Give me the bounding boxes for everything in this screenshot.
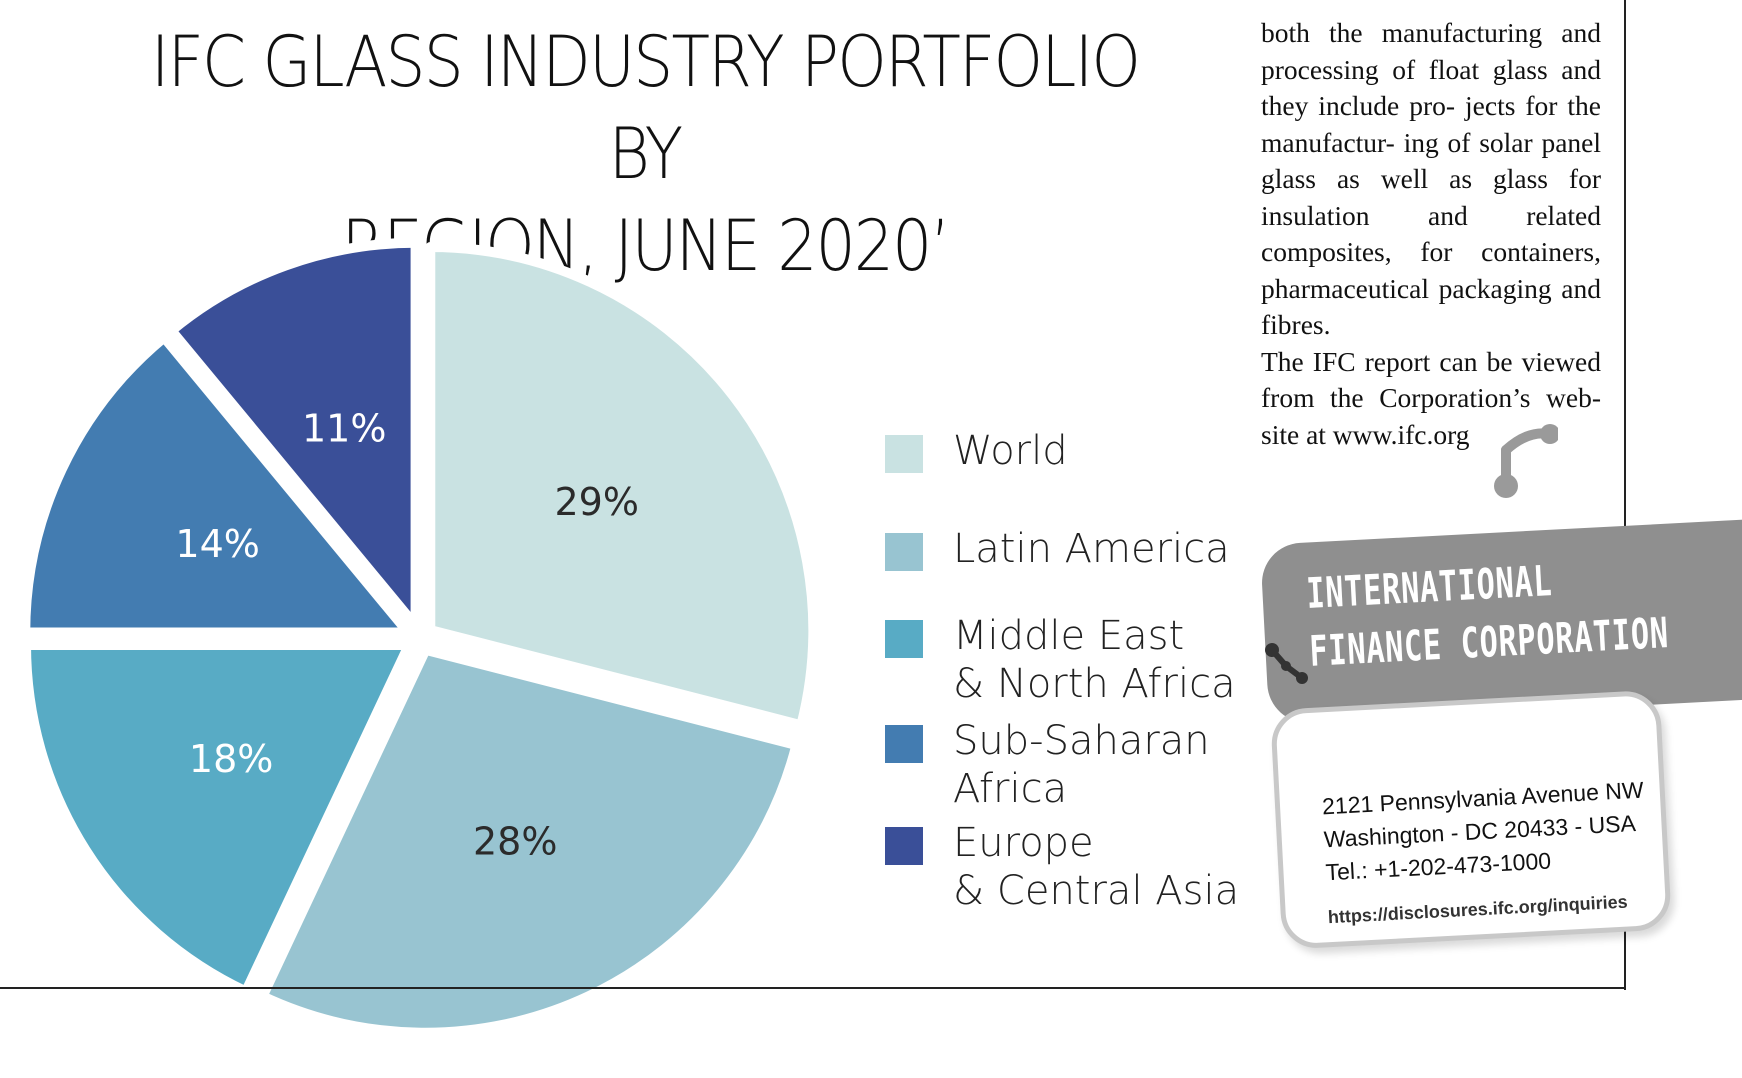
connector-icon	[1494, 424, 1558, 498]
legend-swatch-world	[885, 435, 923, 473]
pie-slice-2	[21, 639, 415, 997]
ifc-name: INTERNATIONAL FINANCE CORPORATION	[1305, 556, 1670, 676]
pie-data-label-2: 18%	[189, 737, 273, 781]
pie-data-label-4: 11%	[302, 407, 386, 451]
frame-line-bottom	[0, 987, 1626, 989]
address-card: 2121 Pennsylvania Avenue NW Washington -…	[1270, 689, 1673, 950]
pie-data-label-3: 14%	[175, 522, 259, 566]
pie-chart: 29% 28% 18% 14% 11%	[20, 237, 819, 1038]
article-text: both the manufacturing and processing of…	[1261, 15, 1601, 453]
article-paragraph-2: The IFC report can be viewed from the Co…	[1261, 345, 1601, 450]
legend-label-world: World	[953, 428, 1068, 474]
pie-data-label-1: 28%	[473, 819, 557, 863]
connector-icon-banner	[1265, 643, 1308, 684]
pie-slice-3	[20, 332, 414, 638]
pie-slice-1	[257, 644, 802, 1038]
article-paragraph-1: both the manufacturing and processing of…	[1261, 17, 1602, 340]
frame-line-right	[1624, 0, 1626, 990]
legend-label-ssa: Sub-Saharan Africa	[953, 718, 1210, 812]
legend-swatch-mena	[885, 620, 923, 658]
legend-label-eca: Europe & Central Asia	[953, 820, 1240, 914]
pie-slice-4	[166, 237, 421, 631]
legend-swatch-eca	[885, 827, 923, 865]
title-line-1: IFC GLASS INDUSTRY PORTFOLIO BY	[150, 21, 1141, 195]
legend-swatch-latin-america	[885, 533, 923, 571]
pie-slice-0	[425, 242, 819, 731]
legend-label-latin-america: Latin America	[953, 526, 1230, 572]
legend-swatch-ssa	[885, 725, 923, 763]
page-title: IFC GLASS INDUSTRY PORTFOLIO BY REGION, …	[137, 16, 1154, 292]
address-url-link[interactable]: https://disclosures.ifc.org/inquiries	[1327, 891, 1629, 928]
legend-label-mena: Middle East & North Africa	[953, 613, 1236, 707]
pie-data-label-0: 29%	[554, 480, 638, 524]
address-text: 2121 Pennsylvania Avenue NW Washington -…	[1321, 774, 1650, 935]
